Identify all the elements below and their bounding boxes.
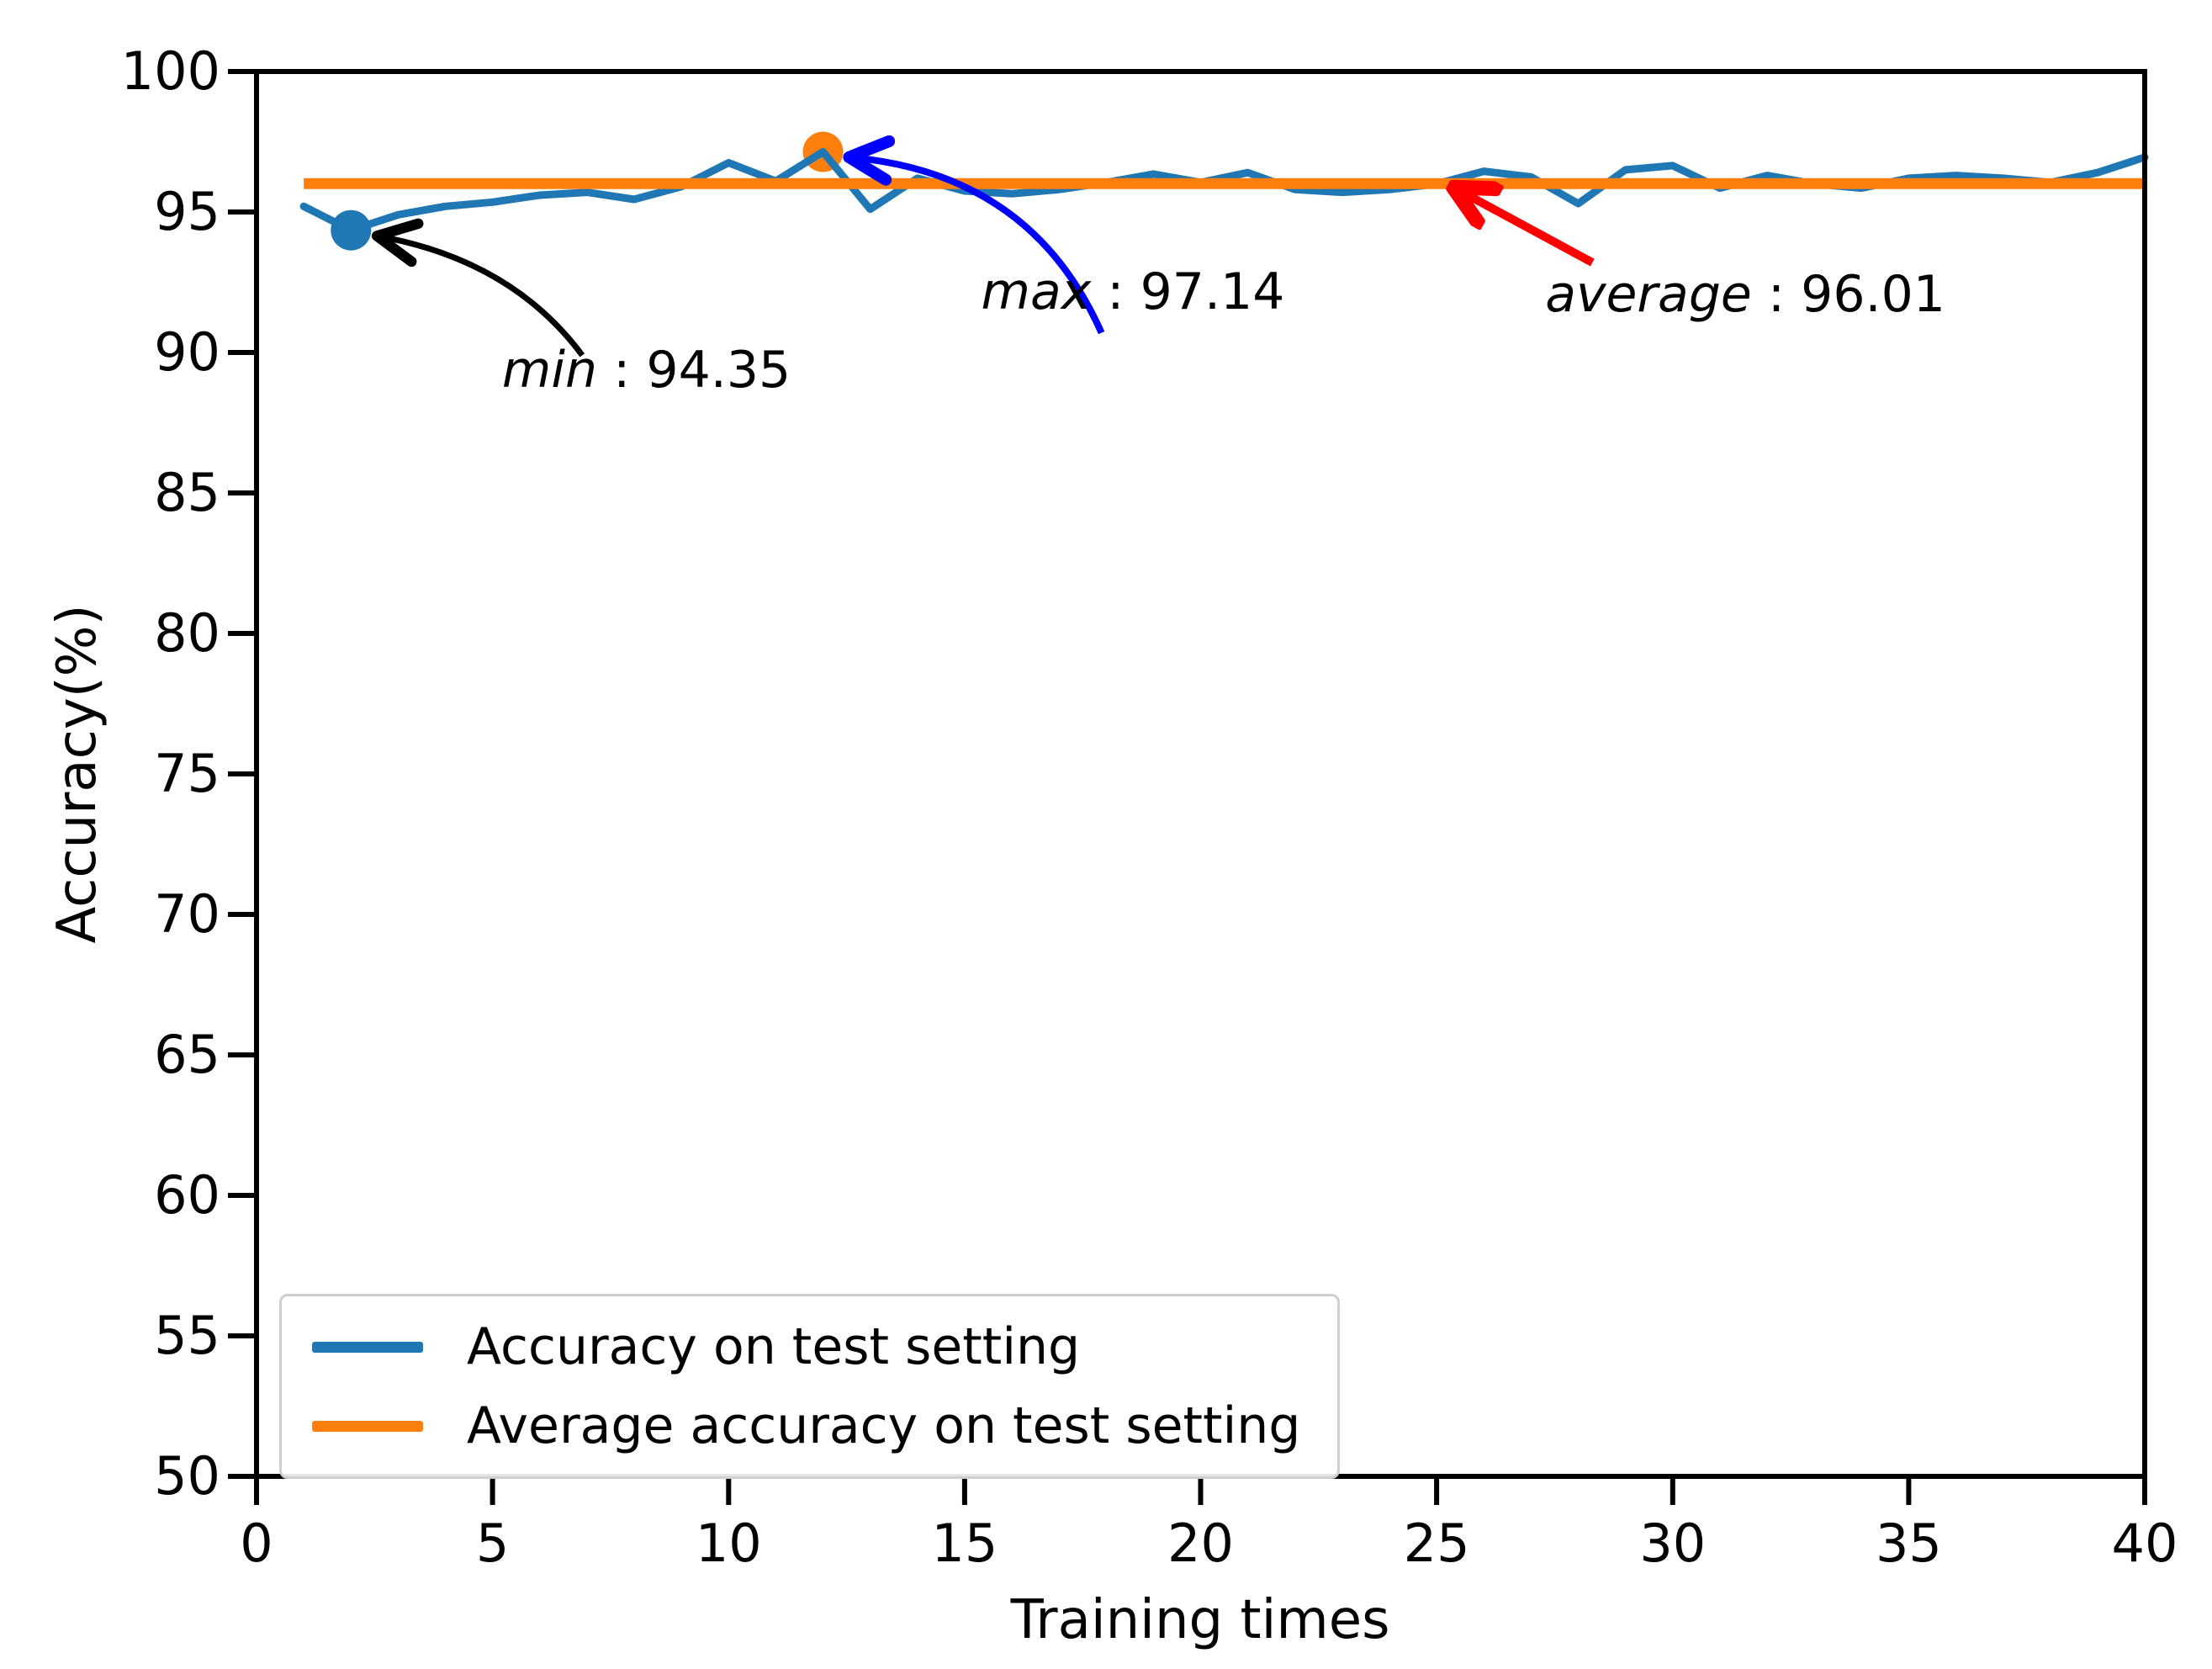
svg-text:10: 10 — [696, 1513, 762, 1574]
y-axis-label: Accuracy(%) — [46, 604, 108, 944]
svg-text:30: 30 — [1639, 1513, 1706, 1574]
svg-text:50: 50 — [154, 1445, 220, 1507]
accuracy-line — [299, 148, 2149, 235]
legend-line-swatch-average — [312, 1420, 423, 1432]
legend-item-average: Average accuracy on test setting — [312, 1394, 1300, 1458]
annotation-max-label: max — [981, 262, 1092, 321]
annotation-min-value: : 94.35 — [597, 341, 791, 400]
svg-text:80: 80 — [154, 602, 220, 664]
svg-text:0: 0 — [240, 1513, 273, 1574]
annotation-max: max : 97.14 — [982, 262, 1285, 322]
svg-text:75: 75 — [154, 743, 220, 804]
legend-line-swatch-accuracy — [312, 1341, 423, 1353]
svg-text:25: 25 — [1404, 1513, 1470, 1574]
x-axis-label: Training times — [1010, 1589, 1390, 1651]
svg-text:95: 95 — [154, 181, 220, 242]
annotation-arrow-min — [371, 218, 585, 358]
svg-text:70: 70 — [154, 883, 220, 945]
legend-label-average: Average accuracy on test setting — [467, 1396, 1301, 1455]
svg-text:40: 40 — [2112, 1513, 2178, 1574]
annotation-max-value: : 97.14 — [1091, 262, 1285, 321]
annotation-min: min : 94.35 — [502, 340, 791, 400]
annotation-min-label: min — [501, 341, 598, 400]
annotation-arrow-average — [1453, 188, 1595, 267]
svg-text:55: 55 — [154, 1305, 220, 1366]
y-ticks — [228, 69, 257, 1479]
svg-text:35: 35 — [1876, 1513, 1942, 1574]
svg-text:90: 90 — [154, 321, 220, 383]
svg-text:5: 5 — [476, 1513, 509, 1574]
svg-text:100: 100 — [121, 40, 220, 102]
y-tick-labels: 50 55 60 65 70 75 80 85 90 95 100 — [121, 40, 220, 1507]
svg-text:85: 85 — [154, 462, 220, 523]
svg-text:20: 20 — [1167, 1513, 1234, 1574]
annotation-average: average : 96.01 — [1545, 264, 1945, 325]
annotation-average-label: average — [1545, 264, 1752, 324]
legend-label-accuracy: Accuracy on test setting — [467, 1317, 1081, 1376]
x-ticks — [254, 1476, 2147, 1505]
legend: Accuracy on test setting Average accurac… — [279, 1294, 1341, 1479]
legend-item-accuracy: Accuracy on test setting — [312, 1315, 1300, 1379]
svg-text:15: 15 — [931, 1513, 998, 1574]
annotation-average-value: : 96.01 — [1751, 264, 1945, 324]
x-tick-labels: 0 5 10 15 20 25 30 35 40 — [240, 1513, 2178, 1574]
annotation-arrow-max — [843, 135, 1105, 335]
svg-text:60: 60 — [154, 1164, 220, 1226]
svg-text:65: 65 — [154, 1024, 220, 1085]
